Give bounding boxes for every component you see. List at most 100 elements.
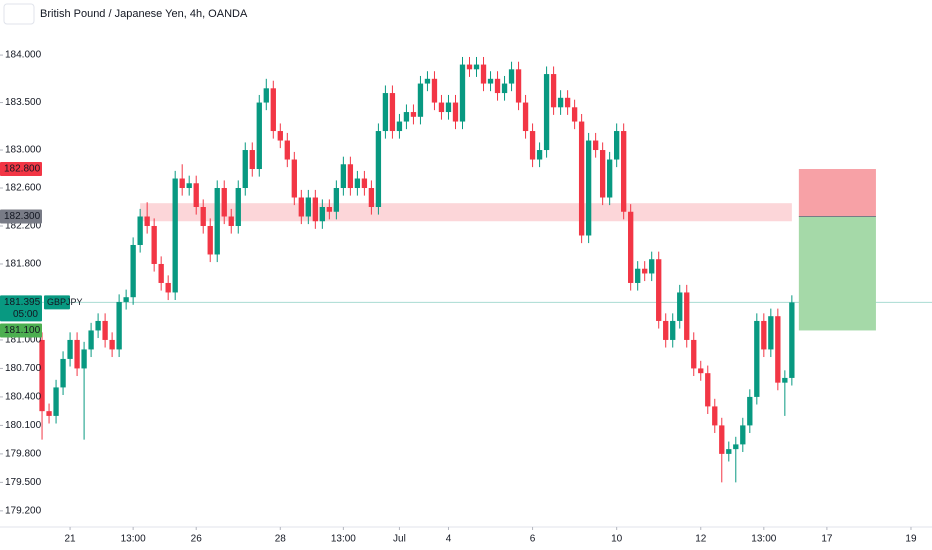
- candle-body: [179, 178, 185, 189]
- candle-body: [249, 150, 255, 170]
- candle-body: [354, 178, 361, 189]
- price-label: 182.300: [4, 211, 41, 222]
- x-tick-label: 13:00: [331, 534, 356, 545]
- price-label-box: [0, 162, 42, 177]
- candle-body: [543, 74, 550, 151]
- candle-body: [494, 78, 501, 94]
- candle-body: [340, 164, 347, 189]
- symbol-label: GBPJPY: [47, 297, 83, 307]
- candle-body: [747, 396, 753, 426]
- x-tick-label: 10: [611, 534, 623, 545]
- countdown: 05:00: [13, 309, 38, 320]
- x-tick-label: Jul: [393, 534, 406, 545]
- x-tick-label: 19: [905, 534, 917, 545]
- chart-title: British Pound / Japanese Yen, 4h, OANDA: [40, 8, 248, 20]
- candle-body: [768, 316, 774, 350]
- candle-body: [396, 121, 403, 132]
- candle-body: [81, 349, 87, 369]
- candle-body: [698, 368, 704, 374]
- candle-body: [95, 320, 101, 331]
- candle-body: [270, 88, 276, 132]
- candle-body: [656, 259, 662, 321]
- candle-body: [137, 216, 143, 245]
- candle-body: [508, 69, 515, 84]
- candle-body: [445, 102, 452, 113]
- candle-body: [116, 301, 122, 350]
- candle-body: [277, 131, 283, 141]
- candle-body: [466, 64, 473, 70]
- candle-body: [319, 207, 326, 222]
- candle-body: [53, 387, 59, 416]
- candle-body: [522, 102, 529, 132]
- candle-body: [382, 93, 389, 132]
- y-tick-label: 179.500: [5, 477, 42, 488]
- candle-body: [515, 69, 522, 103]
- symbol-box: [44, 295, 70, 310]
- candle-body: [67, 339, 73, 359]
- y-tick-label: 180.400: [5, 392, 42, 403]
- candle-body: [733, 444, 739, 450]
- y-tick-label: 179.800: [5, 449, 42, 460]
- candle-body: [628, 211, 634, 283]
- candle-body: [361, 178, 368, 189]
- candle-body: [501, 83, 508, 94]
- candle-body: [60, 358, 66, 388]
- candle-body: [130, 244, 136, 298]
- price-label-box: [0, 295, 42, 322]
- x-tick-label: 21: [65, 534, 77, 545]
- candle-body: [740, 425, 746, 445]
- candle-body: [606, 159, 613, 198]
- y-tick-label: 181.800: [5, 259, 42, 270]
- candle-body: [789, 302, 795, 378]
- candle-body: [782, 377, 788, 383]
- x-tick-label: 28: [275, 534, 287, 545]
- candle-body: [712, 406, 718, 426]
- candle-body: [564, 97, 571, 108]
- candle-body: [228, 216, 234, 226]
- candle-body: [46, 411, 52, 416]
- candle-body: [431, 78, 438, 103]
- target-zone: [798, 216, 876, 331]
- candle-body: [677, 292, 683, 321]
- candle-body: [550, 74, 557, 108]
- candle-body: [347, 164, 354, 189]
- x-tick-label: 26: [191, 534, 203, 545]
- x-tick-label: 13:00: [121, 534, 146, 545]
- y-tick-label: 181.000: [5, 335, 42, 346]
- candle-body: [256, 102, 262, 170]
- logo: [3, 3, 35, 25]
- candle-body: [705, 373, 711, 407]
- y-tick-label: 184.000: [5, 50, 42, 61]
- candle-body: [642, 268, 648, 274]
- candle-body: [754, 320, 760, 397]
- candle-body: [235, 188, 241, 226]
- candle-body: [417, 83, 424, 117]
- candle-body: [102, 320, 108, 340]
- candle-body: [578, 121, 585, 236]
- y-tick-label: 180.700: [5, 363, 42, 374]
- price-label: 181.395: [4, 297, 41, 308]
- candle-body: [88, 330, 94, 350]
- candle-body: [305, 197, 311, 217]
- candle-body: [144, 216, 150, 226]
- candle-body: [529, 131, 536, 160]
- candle-body: [403, 112, 410, 122]
- candle-body: [719, 425, 725, 454]
- candle-body: [263, 88, 269, 103]
- candle-body: [480, 64, 487, 84]
- candle-body: [649, 259, 655, 274]
- candle-body: [571, 107, 578, 122]
- candle-body: [424, 78, 431, 84]
- candle-body: [663, 320, 669, 340]
- candle-body: [487, 78, 494, 84]
- candle-body: [165, 282, 171, 293]
- candle-body: [123, 297, 129, 302]
- y-tick-label: 182.200: [5, 221, 42, 232]
- candle-body: [158, 263, 164, 283]
- candle-body: [186, 183, 192, 189]
- candle-body: [333, 188, 340, 212]
- candle-body: [684, 292, 690, 340]
- price-label-box: [0, 209, 42, 224]
- candle-body: [242, 150, 248, 189]
